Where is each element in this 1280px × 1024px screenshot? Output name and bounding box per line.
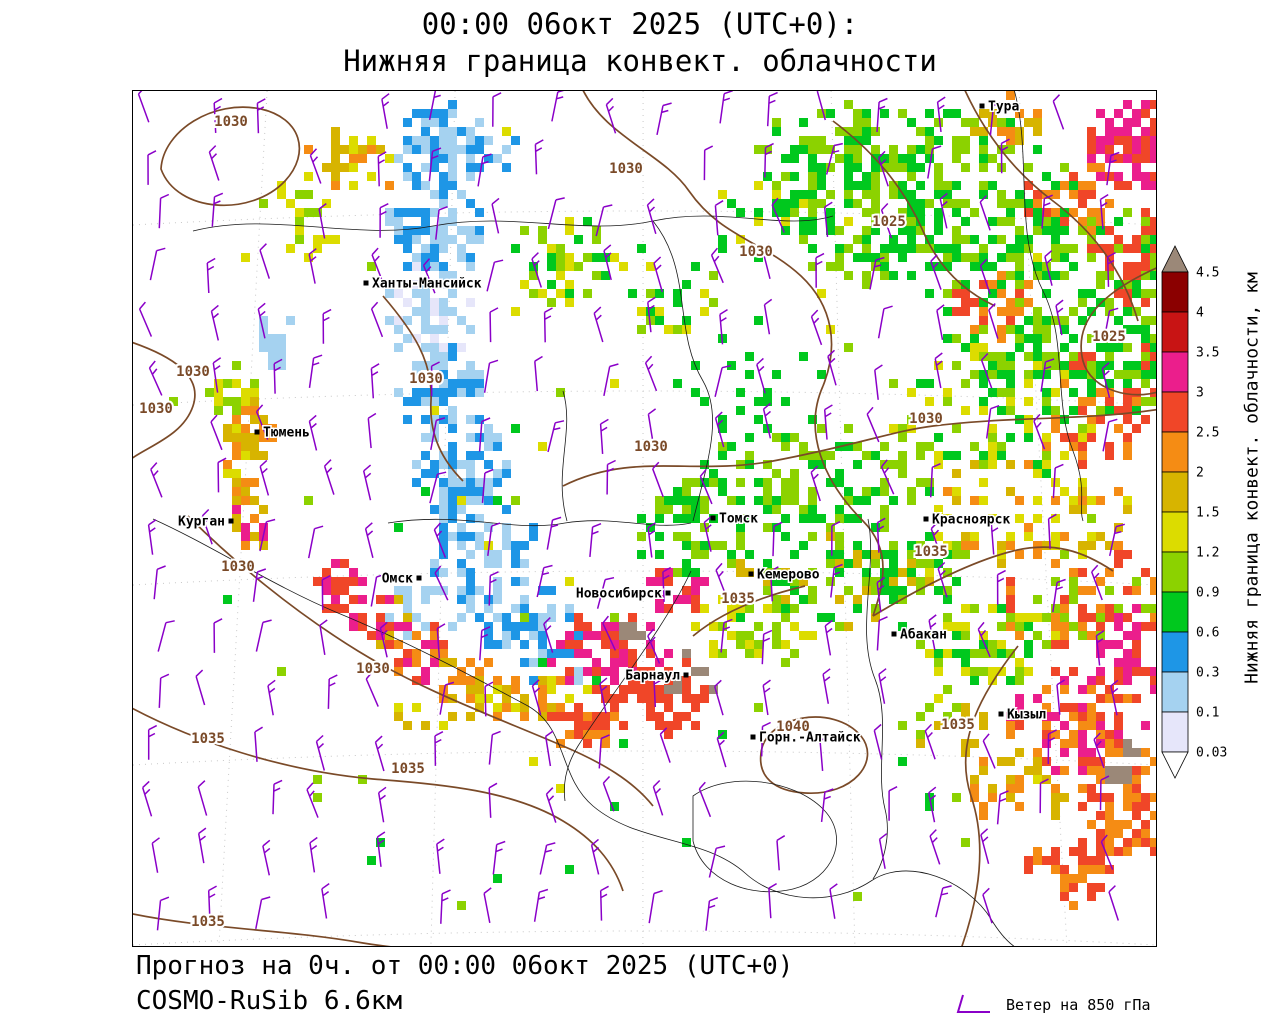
isoline-label: 1030	[634, 439, 668, 455]
legend-axis-label: Нижняя граница конвект. облачности, км	[1241, 272, 1263, 684]
legend-tick-label: 0.03	[1196, 746, 1227, 761]
city-label: Абакан	[900, 628, 947, 643]
city-marker	[254, 429, 260, 435]
legend-tick-label: 3.5	[1196, 346, 1219, 361]
legend-band	[1161, 591, 1189, 633]
map-frame: 1030 1030 1030 1025 1025 1030 1030 1030 1030 1030…	[132, 90, 1157, 947]
forecast-info: Прогноз на 0ч. от 00:00 06окт 2025 (UTC+…	[136, 951, 794, 981]
legend-tick-label: 4.5	[1196, 266, 1219, 281]
legend-tick-label: 0.9	[1196, 586, 1219, 601]
wind-barbs-layer	[137, 91, 1125, 931]
legend-band	[1161, 631, 1189, 673]
city-marker	[750, 734, 756, 740]
city-label: Курган	[178, 515, 225, 530]
isoline-label: 1025	[872, 214, 906, 230]
isoline-label: 1030	[139, 401, 173, 417]
legend-tick-label: 4	[1196, 306, 1204, 321]
city-marker	[228, 518, 234, 524]
city-label: Тюмень	[263, 426, 310, 441]
legend-band	[1161, 351, 1189, 393]
legend-tick-label: 1.2	[1196, 546, 1219, 561]
city-marker	[923, 516, 929, 522]
legend-tick-label: 0.3	[1196, 666, 1219, 681]
legend-tick-label: 2.5	[1196, 426, 1219, 441]
legend-tick-label: 0.6	[1196, 626, 1219, 641]
wind-legend-label: Ветер на 850 гПа	[1006, 996, 1151, 1014]
isoline-label: 1035	[191, 731, 225, 747]
page-title: 00:00 06окт 2025 (UTC+0): Нижняя граница…	[0, 6, 1280, 80]
city-label: Красноярск	[932, 513, 1010, 528]
isoline-label: 1030	[221, 559, 255, 575]
legend-band	[1161, 431, 1189, 473]
city-marker	[979, 103, 985, 109]
legend-band	[1161, 471, 1189, 513]
legend-band	[1161, 511, 1189, 553]
city-marker	[416, 575, 422, 581]
city-label: Ханты-Мансийск	[372, 277, 482, 292]
isoline-label: 1035	[914, 544, 948, 560]
boundaries-layer	[152, 91, 1084, 946]
legend-band	[1161, 391, 1189, 433]
isoline-label: 1030	[609, 161, 643, 177]
cities-layer: Тура Ханты-Мансийск Тюмень Курган Омск Томск К…	[177, 98, 1048, 747]
city-label: Горн.-Алтайск	[759, 731, 861, 746]
colorbar-legend: 4.5 4 3.5 3 2.5 2 1.5 1.2 0.9 0.6 0.3 0.1 0.03	[1158, 242, 1250, 818]
weather-map: 1030 1030 1030 1025 1025 1030 1030 1030 1030 1030…	[133, 91, 1156, 946]
wind-barb-icon	[956, 994, 990, 1013]
city-marker	[891, 631, 897, 637]
city-marker	[710, 515, 716, 521]
legend-tick-label: 3	[1196, 386, 1204, 401]
city-label: Кемерово	[757, 568, 820, 583]
legend-band	[1161, 311, 1189, 353]
isoline-label: 1035	[721, 591, 755, 607]
legend-tick-label: 2	[1196, 466, 1204, 481]
isoline-label: 1035	[191, 914, 225, 930]
isoline-label: 1035	[391, 761, 425, 777]
isoline-labels-layer: 1030 1030 1030 1025 1025 1030 1030 1030 1030 1030…	[137, 112, 1128, 932]
city-marker	[748, 571, 754, 577]
city-label: Кызыл	[1007, 708, 1046, 723]
city-label: Тура	[988, 100, 1019, 115]
isoline-label: 1030	[356, 661, 390, 677]
isoline-label: 1030	[909, 411, 943, 427]
title-datetime: 00:00 06окт 2025 (UTC+0):	[421, 7, 859, 41]
colorbar: 4.5 4 3.5 3 2.5 2 1.5 1.2 0.9 0.6 0.3 0.1 0.03	[1161, 245, 1227, 779]
wind-legend: Ветер на 850 гПа	[950, 992, 1151, 1018]
city-label: Омск	[382, 572, 413, 587]
legend-band	[1161, 551, 1189, 593]
legend-tick-label: 0.1	[1196, 706, 1219, 721]
isoline-label: 1040	[776, 719, 810, 735]
isoline-label: 1030	[214, 114, 248, 130]
legend-above-max	[1161, 245, 1189, 273]
city-label: Барнаул	[625, 669, 680, 684]
legend-band	[1161, 271, 1189, 313]
city-label: Томск	[719, 512, 758, 527]
city-label: Новосибирск	[576, 587, 662, 602]
isolines-layer	[133, 91, 1156, 946]
cloud-cells-layer	[169, 91, 1156, 910]
title-parameter: Нижняя граница конвект. облачности	[343, 44, 937, 78]
legend-tick-label: 1.5	[1196, 506, 1219, 521]
city-marker	[998, 711, 1004, 717]
legend-band	[1161, 711, 1189, 753]
legend-band	[1161, 671, 1189, 713]
isoline-label: 1030	[176, 364, 210, 380]
isoline-label: 1030	[739, 244, 773, 260]
city-marker	[683, 672, 689, 678]
city-marker	[665, 590, 671, 596]
legend-below-min	[1161, 751, 1189, 779]
city-marker	[363, 280, 369, 286]
isoline-label: 1030	[409, 371, 443, 387]
isoline-label: 1035	[941, 717, 975, 733]
isoline-label: 1025	[1092, 329, 1126, 345]
model-info: COSMO-RuSib 6.6км	[136, 986, 403, 1016]
